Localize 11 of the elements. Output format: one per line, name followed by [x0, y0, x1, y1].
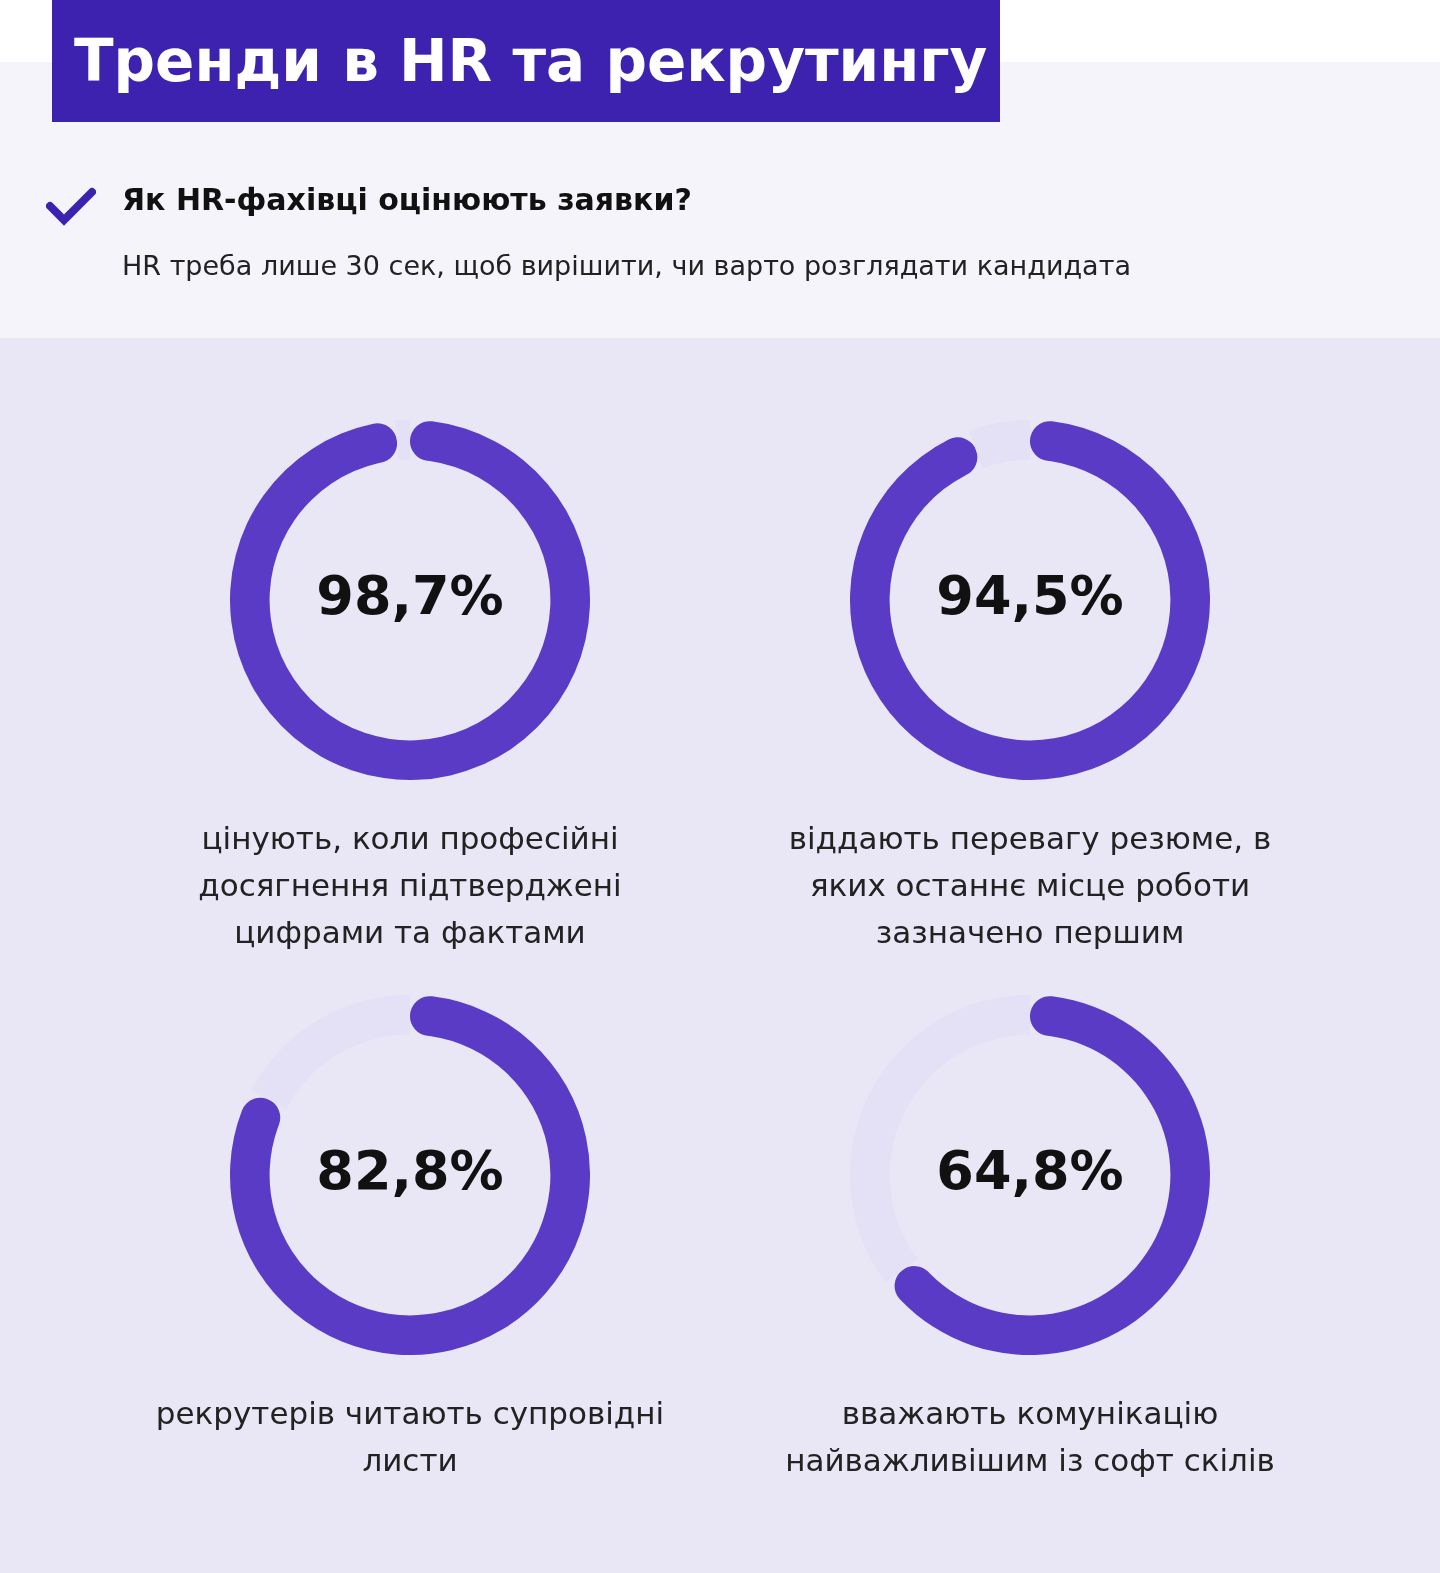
data-label: 64,8%: [936, 1139, 1124, 1203]
data-label: 98,7%: [316, 564, 504, 628]
data-label: 82,8%: [316, 1139, 504, 1203]
text: цінують, коли професійні досягнення підтверджені цифрами та фактами: [197, 819, 623, 952]
text: віддають перевагу резюме, в яких останнє місце роботи зазначено першим: [787, 819, 1273, 952]
text: Як HR-фахівці оцінюють заявки?: [122, 182, 692, 217]
text: рекрутерів читають супровідні листи: [154, 1394, 666, 1480]
text: вважають комунікацію найважливішим із софт скілів: [784, 1394, 1276, 1480]
text: HR треба лише 30 сек, щоб вирішити, чи варто розглядати кандидата: [122, 250, 1131, 281]
data-label: 94,5%: [936, 564, 1124, 628]
text: Тренди в HR та рекрутингу: [52, 0, 1000, 122]
